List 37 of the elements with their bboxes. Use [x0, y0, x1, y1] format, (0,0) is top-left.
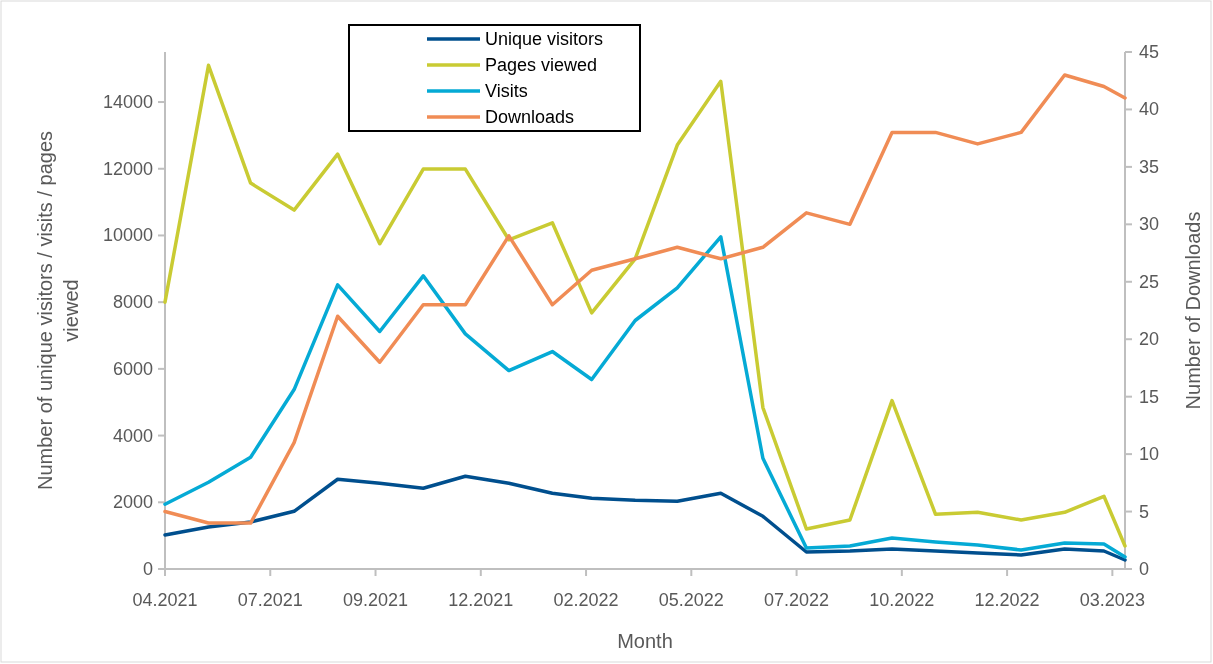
x-tick-label: 10.2022 — [869, 590, 935, 610]
legend-label: Pages viewed — [485, 55, 598, 75]
x-tick-label: 02.2022 — [553, 590, 619, 610]
y2-tick-label: 5 — [1139, 501, 1150, 522]
y-tick-label: 4000 — [112, 425, 153, 446]
legend-label: Unique visitors — [485, 29, 604, 49]
y2-tick-label: 25 — [1139, 271, 1160, 292]
y2-tick-label: 45 — [1139, 42, 1160, 62]
x-tick-label: 03.2023 — [1079, 590, 1145, 610]
y2-tick-label: 0 — [1139, 559, 1150, 579]
y2-tick-label: 35 — [1139, 156, 1160, 177]
line-series — [163, 235, 1127, 559]
y-tick-label: 6000 — [112, 358, 153, 379]
x-tick-label: 04.2021 — [132, 590, 198, 610]
y-axis-title: Number of unique visitors / visits / pages viewed — [34, 130, 82, 491]
y2-tick-label: 40 — [1139, 99, 1160, 120]
x-tick-label: 05.2022 — [658, 590, 724, 610]
y2-tick-label: 30 — [1139, 214, 1160, 235]
y-tick-label: 10000 — [102, 225, 153, 246]
y2-tick-label: 15 — [1139, 386, 1160, 407]
y-tick-label: 0 — [142, 559, 153, 579]
x-tick-label: 09.2021 — [342, 590, 409, 610]
x-axis-title: Month — [617, 630, 673, 652]
y-tick-label: 14000 — [102, 92, 153, 113]
legend-label: Downloads — [485, 107, 575, 127]
x-tick-label: 07.2022 — [764, 590, 830, 610]
x-tick-label: 12.2021 — [448, 590, 514, 610]
x-tick-label: 07.2021 — [237, 590, 303, 610]
y-tick-label: 12000 — [102, 158, 153, 179]
y-tick-label: 8000 — [112, 292, 153, 313]
y-tick-label: 2000 — [112, 492, 153, 513]
y2-tick-label: 20 — [1139, 329, 1160, 350]
y2-tick-label: 10 — [1139, 444, 1160, 465]
legend-label: Visits — [485, 81, 528, 101]
y2-axis-title: Number of Downloads — [1182, 211, 1204, 410]
x-tick-label: 12.2022 — [974, 590, 1040, 610]
line-series — [163, 474, 1127, 562]
